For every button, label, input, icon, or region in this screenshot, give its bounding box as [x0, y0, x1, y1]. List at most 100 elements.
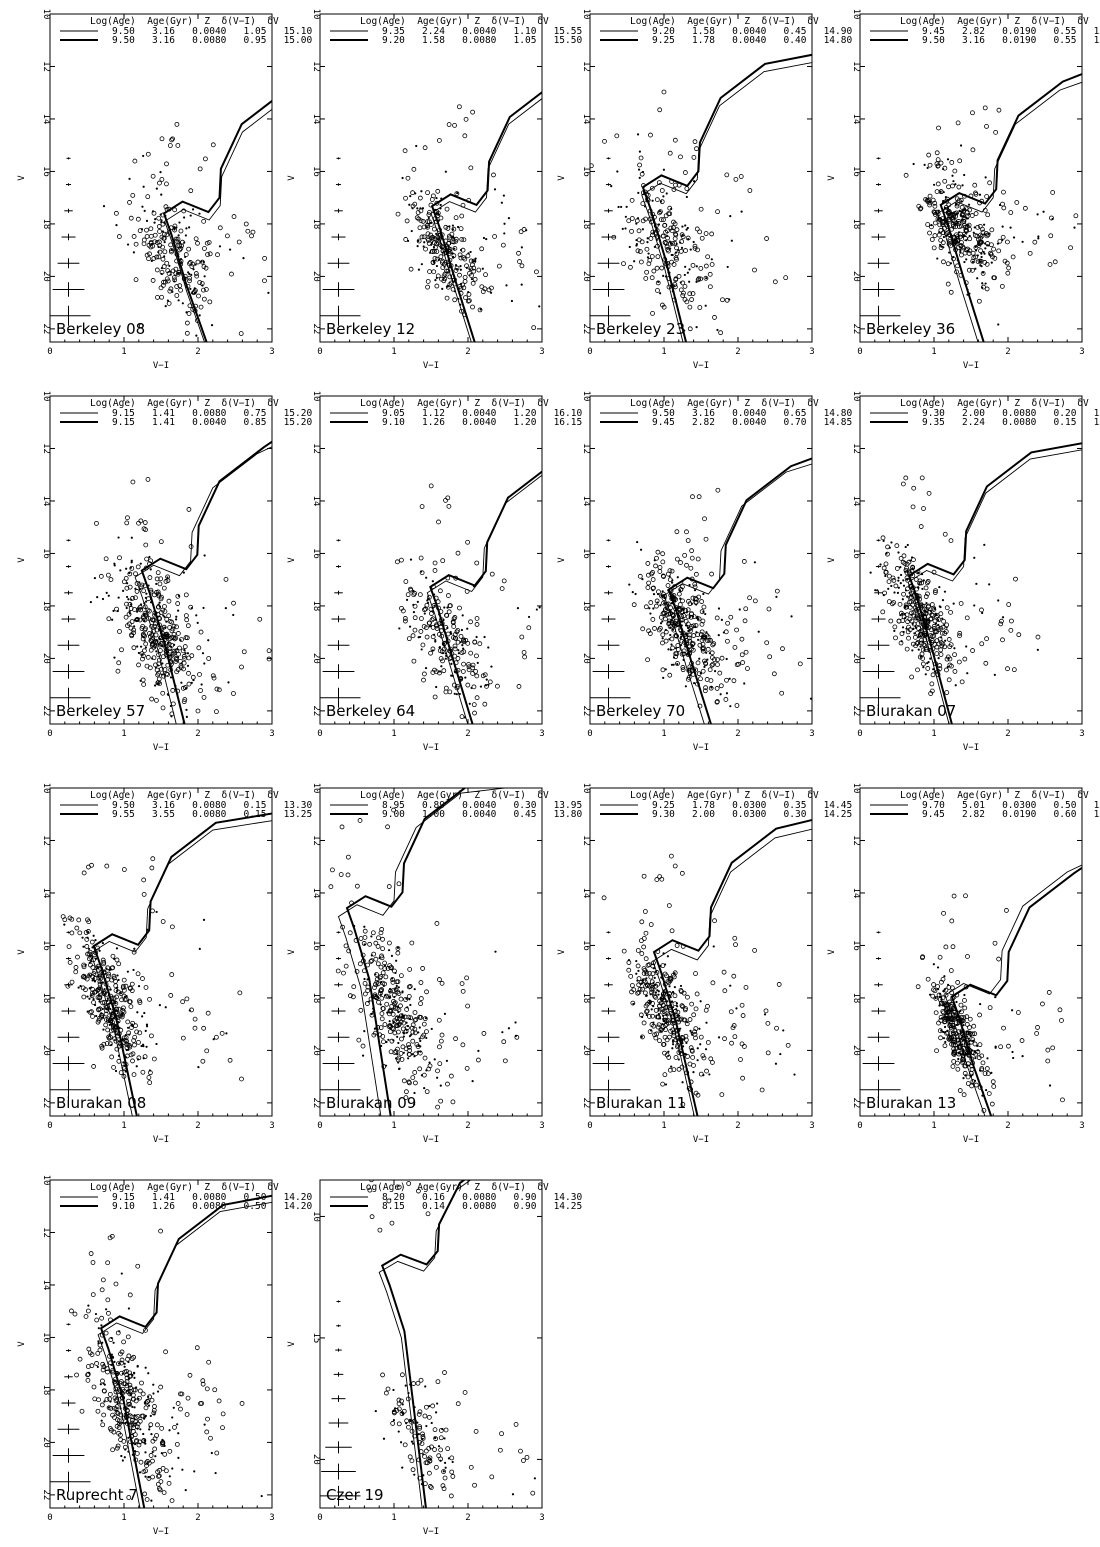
star-point	[405, 219, 409, 223]
star-point	[141, 228, 143, 230]
star-point	[482, 268, 484, 270]
star-point	[661, 1023, 663, 1025]
star-point	[690, 556, 694, 560]
y-axis-label: V	[287, 949, 297, 955]
star-point	[380, 1003, 382, 1005]
star-point	[161, 691, 165, 695]
star-point	[450, 663, 452, 665]
star-point	[901, 640, 903, 642]
star-point	[889, 619, 893, 623]
star-point	[662, 677, 664, 679]
star-point	[166, 576, 168, 578]
star-point	[91, 1014, 95, 1018]
star-point	[381, 971, 385, 975]
star-point	[697, 1059, 699, 1061]
star-point	[161, 273, 163, 275]
star-point	[930, 682, 934, 686]
star-point	[380, 981, 382, 983]
y-tick-label: 16	[581, 940, 591, 951]
star-point	[454, 290, 456, 292]
star-point	[693, 241, 695, 243]
star-point	[733, 645, 737, 649]
isochrone-thick	[952, 863, 1090, 1131]
star-point	[106, 985, 108, 987]
star-point	[388, 949, 390, 951]
star-point	[401, 177, 403, 179]
star-point	[125, 516, 129, 520]
y-tick-label: 12	[851, 835, 861, 846]
star-point	[980, 642, 984, 646]
star-point	[132, 646, 136, 650]
star-point	[627, 219, 631, 223]
star-point	[107, 997, 109, 999]
star-point	[646, 241, 648, 243]
star-point	[177, 652, 181, 656]
star-point	[764, 1013, 766, 1015]
star-point	[958, 1089, 962, 1093]
star-point	[374, 957, 378, 961]
star-point	[239, 332, 243, 336]
star-point	[188, 273, 190, 275]
star-point	[110, 989, 112, 991]
star-point	[671, 254, 673, 256]
star-point	[439, 646, 441, 648]
star-point	[674, 986, 676, 988]
star-point	[906, 579, 908, 581]
star-point	[678, 1028, 680, 1030]
y-tick-label: 20	[41, 653, 51, 664]
star-point	[1005, 240, 1009, 244]
star-point	[419, 1026, 421, 1028]
star-point	[656, 550, 660, 554]
star-point	[633, 260, 635, 262]
star-point	[706, 647, 710, 651]
star-point	[109, 1024, 111, 1026]
star-point	[637, 238, 641, 242]
star-point	[473, 277, 477, 281]
star-point	[688, 1018, 692, 1022]
star-point	[703, 517, 707, 521]
star-point	[130, 567, 132, 569]
star-point	[475, 674, 479, 678]
star-point	[372, 1008, 374, 1010]
star-point	[147, 584, 149, 586]
star-point	[682, 1045, 684, 1047]
star-point	[924, 586, 928, 590]
star-point	[403, 149, 407, 153]
star-point	[196, 294, 200, 298]
star-point	[480, 685, 482, 687]
star-point	[693, 582, 697, 586]
star-point	[744, 650, 748, 654]
star-point	[421, 643, 425, 647]
star-point	[744, 607, 748, 611]
star-point	[129, 216, 133, 220]
y-tick-label: 16	[851, 166, 861, 177]
star-point	[638, 168, 640, 170]
error-bars	[587, 157, 631, 325]
star-point	[720, 693, 722, 695]
star-point	[658, 875, 662, 879]
star-point	[741, 661, 745, 665]
star-point	[650, 254, 654, 258]
star-point	[155, 583, 157, 585]
star-point	[643, 910, 647, 914]
star-point	[688, 268, 690, 270]
star-point	[409, 195, 411, 197]
star-point	[705, 1069, 709, 1073]
star-point	[447, 504, 451, 508]
star-point	[937, 126, 941, 130]
star-point	[202, 247, 206, 251]
star-point	[207, 639, 209, 641]
star-point	[186, 311, 188, 313]
star-point	[1016, 1011, 1020, 1015]
star-point	[640, 952, 644, 956]
star-point	[532, 326, 536, 330]
star-point	[994, 996, 996, 998]
star-point	[140, 646, 142, 648]
star-point	[700, 600, 704, 604]
y-tick-label: 20	[851, 1045, 861, 1056]
star-point	[77, 918, 81, 922]
plot-area	[857, 442, 1090, 737]
star-point	[148, 1081, 152, 1085]
star-point	[187, 656, 191, 660]
star-point	[953, 603, 955, 605]
